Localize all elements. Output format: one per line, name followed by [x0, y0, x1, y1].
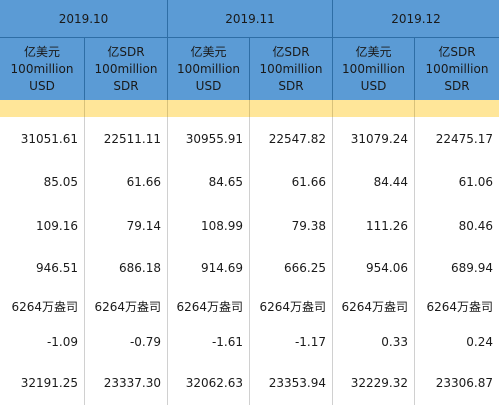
- band: [250, 100, 333, 117]
- cell: 85.05: [0, 160, 85, 204]
- cell: 6264万盎司: [0, 289, 85, 323]
- unit-line: SDR: [444, 78, 470, 93]
- group-header: 2019.12: [333, 0, 499, 38]
- cell: 109.16: [0, 204, 85, 247]
- cell: 6264万盎司: [250, 289, 333, 323]
- cell: -1.17: [250, 323, 333, 360]
- cell: 31079.24: [333, 117, 415, 160]
- cell: 6264万盎司: [85, 289, 168, 323]
- cell: 23337.30: [85, 360, 168, 405]
- cell: 31051.61: [0, 117, 85, 160]
- cell: 32229.32: [333, 360, 415, 405]
- cell: 23353.94: [250, 360, 333, 405]
- unit-header: 亿SDR 100million SDR: [415, 38, 499, 100]
- cell: 22475.17: [415, 117, 499, 160]
- unit-header: 亿SDR 100million SDR: [85, 38, 168, 100]
- cell: 914.69: [168, 247, 250, 289]
- unit-line: SDR: [113, 78, 139, 93]
- band: [85, 100, 168, 117]
- cell: 6264万盎司: [415, 289, 499, 323]
- band: [168, 100, 250, 117]
- cell: 954.06: [333, 247, 415, 289]
- cell: 61.06: [415, 160, 499, 204]
- band: [333, 100, 415, 117]
- cell: 22547.82: [250, 117, 333, 160]
- unit-line: USD: [360, 78, 387, 93]
- cell: 666.25: [250, 247, 333, 289]
- unit-line: 100million: [259, 61, 323, 76]
- cell: 111.26: [333, 204, 415, 247]
- unit-line: 100million: [94, 61, 158, 76]
- cell: -0.79: [85, 323, 168, 360]
- cell: 23306.87: [415, 360, 499, 405]
- cell: 0.24: [415, 323, 499, 360]
- cell: 108.99: [168, 204, 250, 247]
- cell: 84.65: [168, 160, 250, 204]
- cell: 22511.11: [85, 117, 168, 160]
- unit-header: 亿美元 100million USD: [333, 38, 415, 100]
- unit-header: 亿SDR 100million SDR: [250, 38, 333, 100]
- cell: 61.66: [250, 160, 333, 204]
- cell: 946.51: [0, 247, 85, 289]
- unit-line: 亿美元: [23, 44, 60, 59]
- cell: 61.66: [85, 160, 168, 204]
- unit-line: SDR: [278, 78, 304, 93]
- unit-line: 100million: [10, 61, 74, 76]
- group-header: 2019.11: [168, 0, 333, 38]
- unit-header: 亿美元 100million USD: [0, 38, 85, 100]
- cell: 0.33: [333, 323, 415, 360]
- cell: -1.61: [168, 323, 250, 360]
- cell: 6264万盎司: [168, 289, 250, 323]
- cell: 32191.25: [0, 360, 85, 405]
- cell: 689.94: [415, 247, 499, 289]
- band: [415, 100, 499, 117]
- cell: 686.18: [85, 247, 168, 289]
- unit-line: USD: [29, 78, 55, 93]
- unit-line: 亿美元: [190, 44, 227, 59]
- cell: 79.38: [250, 204, 333, 247]
- band: [0, 100, 85, 117]
- unit-line: 亿SDR: [272, 44, 310, 59]
- unit-line: 100million: [177, 61, 240, 76]
- cell: 32062.63: [168, 360, 250, 405]
- group-header: 2019.10: [0, 0, 168, 38]
- unit-line: 100million: [342, 61, 405, 76]
- unit-line: 100million: [425, 61, 489, 76]
- cell: 30955.91: [168, 117, 250, 160]
- unit-line: USD: [195, 78, 222, 93]
- cell: 80.46: [415, 204, 499, 247]
- unit-line: 亿SDR: [107, 44, 145, 59]
- cell: 84.44: [333, 160, 415, 204]
- unit-line: 亿美元: [355, 44, 392, 59]
- unit-header: 亿美元 100million USD: [168, 38, 250, 100]
- cell: 6264万盎司: [333, 289, 415, 323]
- cell: -1.09: [0, 323, 85, 360]
- cell: 79.14: [85, 204, 168, 247]
- unit-line: 亿SDR: [438, 44, 476, 59]
